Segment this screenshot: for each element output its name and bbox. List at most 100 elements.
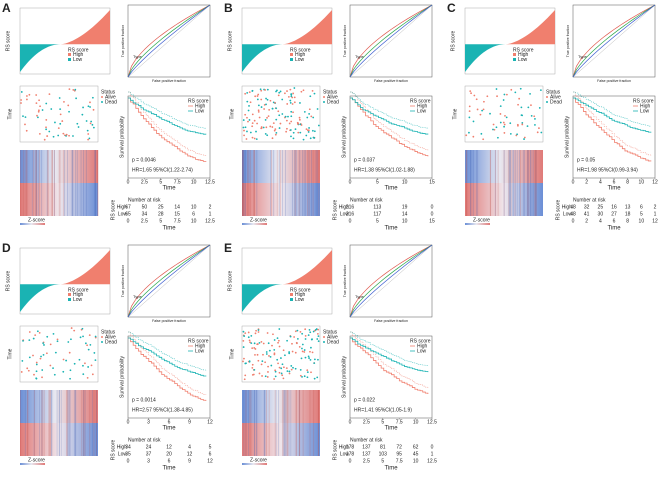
status-dot [503, 93, 506, 96]
hazard-ratio: HR=1.38 95%CI(1.02-1.88) [354, 167, 415, 173]
status-dot [303, 110, 306, 113]
status-dot [50, 108, 53, 110]
status-dot [59, 113, 62, 116]
status-dot [290, 365, 293, 367]
x-tick-label: 10 [191, 218, 197, 224]
risk-count: 72 [396, 444, 402, 450]
heatmap-stripe [299, 390, 301, 456]
risk-count: 24 [146, 444, 152, 450]
legend-swatch [513, 58, 516, 61]
legend-title: Type [133, 294, 142, 299]
status-dot [48, 130, 51, 133]
x-axis-label: False positive fraction [374, 319, 408, 323]
heatmap-stripe [91, 390, 93, 456]
risk-count: 14 [402, 211, 408, 217]
status-dot [255, 130, 257, 133]
status-dot [40, 355, 42, 358]
status-dot [81, 113, 84, 116]
status-dot [277, 341, 279, 344]
status-dot [260, 89, 263, 92]
status-dot [38, 99, 40, 102]
status-dot [266, 134, 269, 137]
status-dot [288, 352, 291, 355]
heatmap-stripe [286, 390, 288, 456]
status-dot [256, 98, 259, 101]
heatmap-stripe [299, 390, 300, 456]
status-dot [37, 110, 40, 113]
status-dot [307, 131, 310, 133]
status-dot [26, 367, 29, 370]
status-dot [247, 120, 249, 123]
km-ci [128, 91, 207, 156]
risk-count: 34 [125, 444, 131, 450]
status-dot [94, 335, 97, 338]
heatmap-stripe [94, 150, 96, 216]
x-tick-label: 12.5 [427, 458, 437, 464]
plot-frame [241, 85, 321, 143]
heatmap-stripe [284, 390, 286, 456]
status-dot [260, 363, 263, 366]
legend-label: High [195, 103, 206, 109]
heatmap-stripe [51, 390, 53, 456]
status-dot [35, 94, 38, 96]
status-dot [256, 95, 259, 97]
x-tick-label: 0 [572, 218, 575, 224]
risk-count: 6 [192, 211, 195, 217]
heatmap-stripe [523, 150, 525, 216]
status-dot [20, 102, 22, 104]
y-axis-label: Survival probability [564, 116, 570, 158]
heatmap-stripe [292, 150, 293, 216]
x-tick-label: 12.5 [205, 218, 215, 224]
heatmap-stripe [39, 390, 41, 456]
status-dot [308, 328, 311, 331]
status-dot [539, 89, 542, 92]
status-dot [299, 123, 302, 126]
heatmap-stripe [84, 390, 86, 456]
status-dot [89, 122, 92, 125]
heatmap-stripe [33, 150, 35, 216]
risk-count: 19 [402, 204, 408, 210]
plot-frame [464, 85, 544, 143]
legend-label: Dead [105, 339, 117, 345]
heatmap-stripe [520, 150, 521, 216]
heatmap-stripe [82, 150, 84, 216]
km-curve [350, 337, 429, 373]
status-dot [475, 98, 478, 101]
status-dot [35, 361, 38, 364]
heatmap-stripe [309, 390, 311, 456]
x-tick-label: 10 [191, 179, 197, 185]
heatmap-stripe [97, 150, 99, 216]
status-dot [299, 368, 302, 371]
km-ci [128, 91, 207, 129]
status-dot [514, 91, 517, 94]
status-dot [306, 116, 309, 119]
status-dot [310, 371, 312, 374]
y-axis-label: Survival probability [341, 356, 347, 398]
heatmap-stripe [508, 150, 510, 216]
heatmap-stripe [245, 390, 247, 456]
status-dot [90, 120, 93, 123]
status-dot [242, 360, 244, 363]
heatmap-stripe [527, 150, 528, 216]
x-tick-label: 9 [188, 419, 191, 425]
status-dot [309, 359, 312, 361]
heatmap-stripe [532, 150, 534, 216]
x-tick-label: 2.5 [363, 419, 370, 425]
status-dot [92, 126, 95, 129]
status-dot [277, 94, 280, 97]
status-dot [496, 95, 498, 98]
status-dot [265, 353, 268, 355]
status-dot [264, 89, 266, 91]
heatmap-stripe [42, 390, 44, 456]
status-dot [298, 118, 301, 121]
status-dot [313, 130, 316, 133]
heatmap-stripe [312, 150, 314, 216]
x-tick-label: 0 [349, 458, 352, 464]
status-dot [533, 115, 536, 118]
km-ci [128, 331, 207, 371]
status-dot [251, 347, 254, 350]
risk-row-label: High [339, 204, 350, 210]
legend-label: Alive [550, 94, 561, 100]
heatmap-stripe [282, 150, 283, 216]
heatmap-bottom [20, 423, 98, 456]
